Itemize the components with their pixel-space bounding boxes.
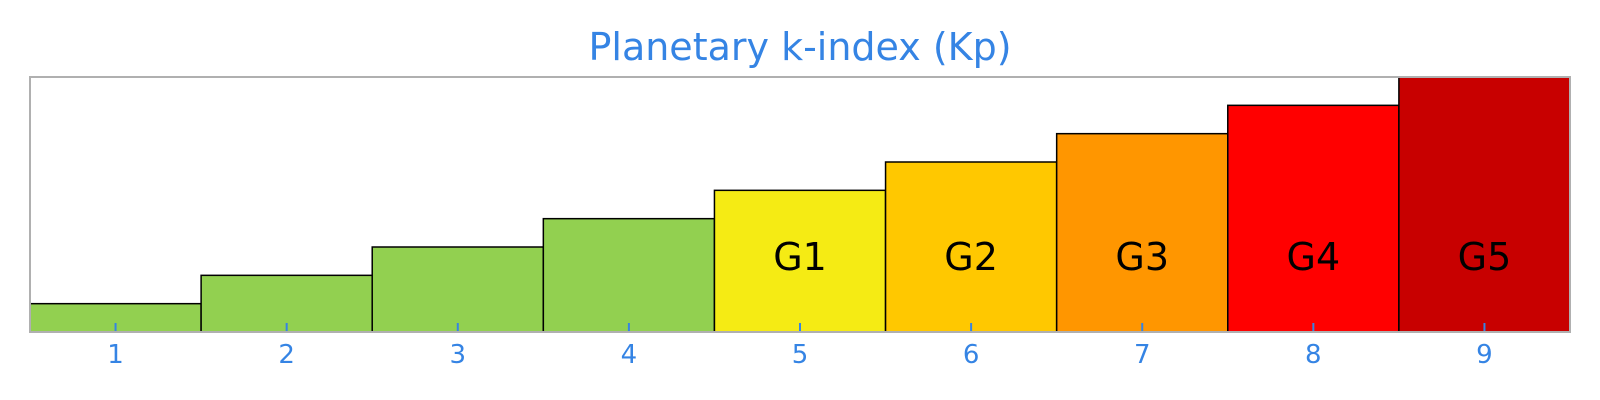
x-tick-label-7: 7	[1134, 340, 1151, 370]
bar-kp-3	[371, 246, 545, 333]
x-tick-label-1: 1	[107, 340, 124, 370]
bar-kp-4	[542, 217, 716, 333]
x-tick-label-4: 4	[621, 340, 638, 370]
bar-kp-9	[1398, 76, 1571, 333]
bar-label-g3: G3	[1115, 235, 1169, 279]
bar-kp-2	[200, 274, 373, 333]
bar-kp-5	[713, 189, 887, 333]
bar-label-g5: G5	[1458, 235, 1512, 279]
x-tick-label-3: 3	[450, 340, 467, 370]
bar-label-g1: G1	[773, 235, 827, 279]
bar-kp-6	[884, 161, 1058, 333]
x-tick-label-5: 5	[792, 340, 809, 370]
bar-label-g2: G2	[944, 235, 998, 279]
x-tick-label-8: 8	[1305, 340, 1322, 370]
bar-label-g4: G4	[1287, 235, 1341, 279]
x-tick-label-2: 2	[278, 340, 295, 370]
plot-border	[29, 76, 1571, 333]
chart-title: Planetary k-index (Kp)	[588, 25, 1011, 69]
x-tick-label-9: 9	[1476, 340, 1493, 370]
bar-kp-7	[1055, 132, 1229, 333]
x-tick-label-6: 6	[963, 340, 980, 370]
bar-kp-8	[1227, 104, 1400, 333]
